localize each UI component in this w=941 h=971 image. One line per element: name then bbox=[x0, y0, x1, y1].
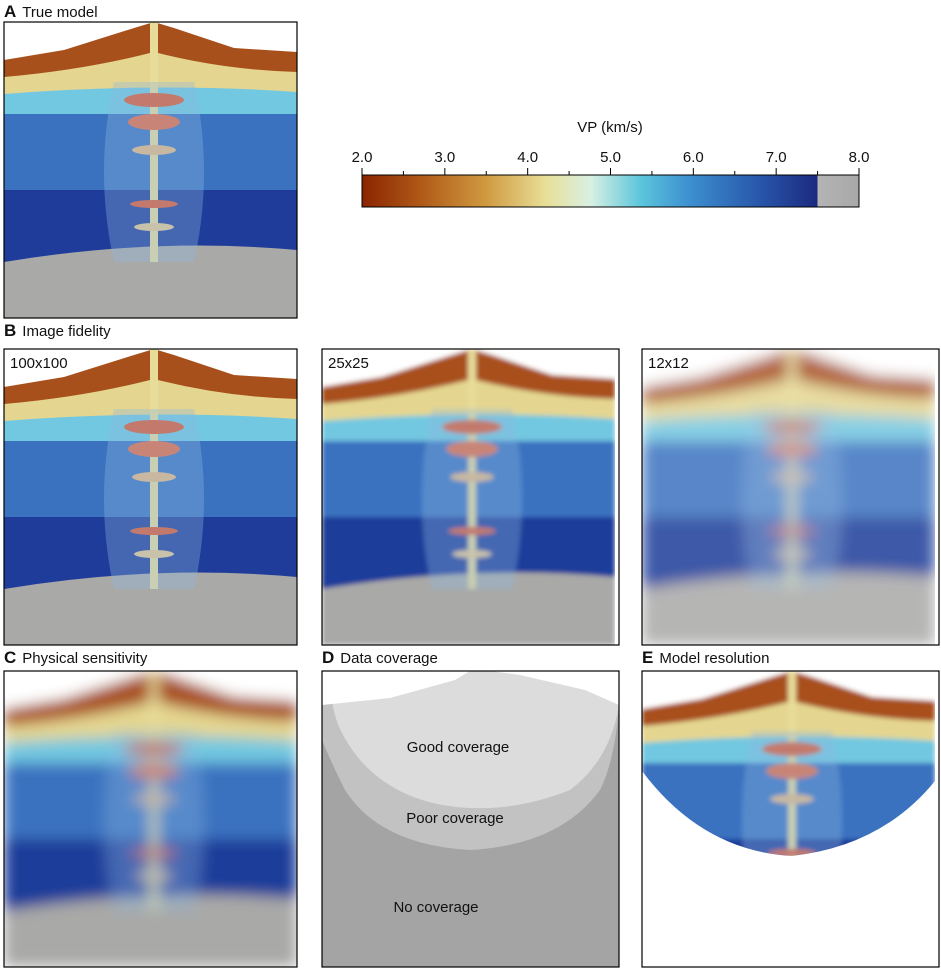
panel-frame bbox=[641, 348, 940, 646]
panel-label: E Model resolution bbox=[642, 648, 769, 667]
colorbar-tick-label: 4.0 bbox=[517, 149, 538, 166]
colorbar-tick-label: 3.0 bbox=[434, 149, 455, 166]
resolution-image bbox=[642, 671, 935, 856]
region-label: Poor coverage bbox=[406, 810, 504, 827]
model-image-12 bbox=[642, 349, 935, 645]
colorbar-tick-label: 5.0 bbox=[600, 149, 621, 166]
subpanel-label: 25x25 bbox=[328, 355, 369, 372]
panel-label: A True model bbox=[4, 2, 98, 21]
panel-frame bbox=[641, 670, 940, 968]
colorbar-label: VP (km/s) bbox=[577, 119, 643, 136]
panel-label: D Data coverage bbox=[322, 648, 438, 667]
region-label: Good coverage bbox=[407, 739, 510, 756]
subpanel-label: 12x12 bbox=[648, 355, 689, 372]
sensitivity-image bbox=[4, 671, 297, 967]
colorbar-ticks: 2.0 3.0 4.0 5.0 6.0 7.0 8.0 bbox=[352, 149, 870, 175]
colorbar bbox=[361, 174, 860, 208]
panel-label: C Physical sensitivity bbox=[4, 648, 148, 667]
model-image-25 bbox=[322, 349, 615, 645]
region-label: No coverage bbox=[393, 899, 478, 916]
subpanel-label: 100x100 bbox=[10, 355, 68, 372]
model-image-100 bbox=[4, 349, 297, 645]
panel-frame bbox=[321, 670, 620, 968]
panel-frame bbox=[3, 670, 298, 968]
panel-frame bbox=[3, 348, 298, 646]
true-model-image bbox=[4, 22, 297, 318]
colorbar-tick-label: 7.0 bbox=[766, 149, 787, 166]
panel-label: B Image fidelity bbox=[4, 321, 111, 340]
colorbar-tick-label: 8.0 bbox=[849, 149, 870, 166]
colorbar-tick-label: 2.0 bbox=[352, 149, 373, 166]
panel-frame bbox=[321, 348, 620, 646]
coverage-map bbox=[322, 671, 619, 967]
panel-frame bbox=[3, 21, 298, 319]
colorbar-tick-label: 6.0 bbox=[683, 149, 704, 166]
